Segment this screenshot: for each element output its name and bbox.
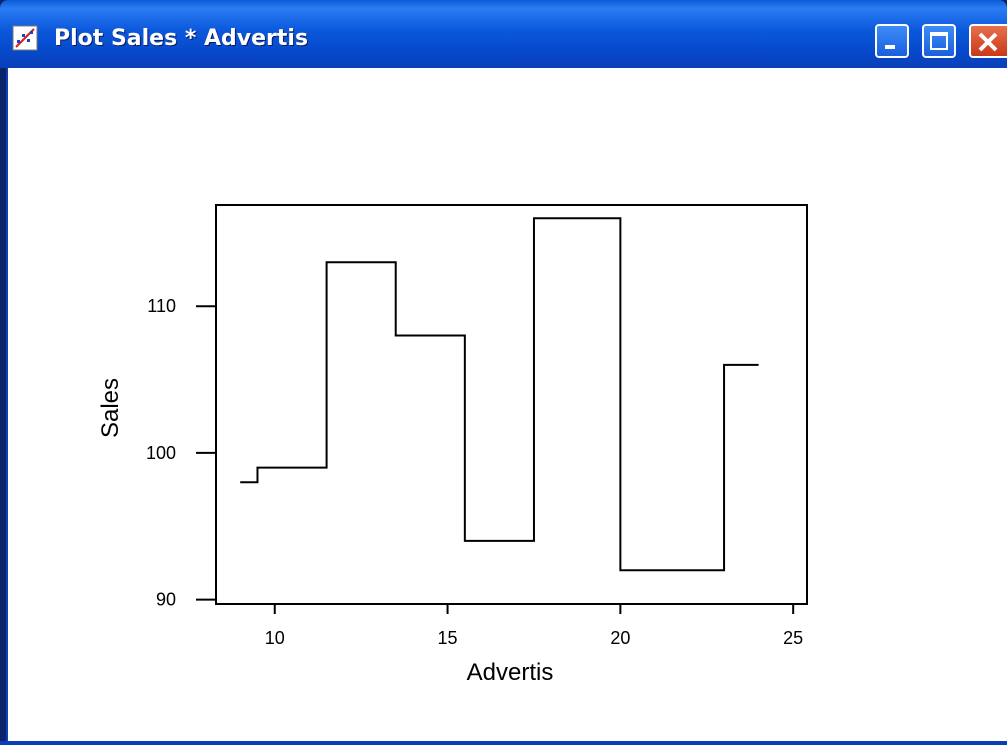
y-tick-label: 90 <box>156 590 176 610</box>
window-bottom-border <box>0 741 1007 745</box>
y-axis-ticks: 90 100 110 <box>146 296 216 610</box>
step-line-series <box>240 217 759 572</box>
close-icon <box>978 32 998 52</box>
y-tick-label: 110 <box>147 296 176 316</box>
window-title: Plot Sales * Advertis <box>54 26 309 51</box>
x-axis-label: Advertis <box>467 659 554 686</box>
x-tick-label: 25 <box>783 628 803 648</box>
minimize-icon <box>885 45 895 49</box>
maximize-button[interactable] <box>922 24 956 58</box>
title-bar[interactable]: Plot Sales * Advertis <box>0 0 1007 68</box>
maximize-icon <box>930 32 948 50</box>
minimize-button[interactable] <box>875 24 909 58</box>
scatter-plot-icon <box>12 25 38 51</box>
x-axis-ticks: 10 15 20 25 <box>265 604 803 648</box>
x-tick-label: 15 <box>438 628 458 648</box>
x-tick-label: 10 <box>265 628 285 648</box>
y-axis-label: Sales <box>97 378 124 438</box>
close-button[interactable] <box>969 24 1007 58</box>
y-tick-label: 100 <box>146 443 176 463</box>
plot-area <box>6 68 1007 745</box>
x-tick-label: 20 <box>610 628 630 648</box>
plot-frame <box>215 204 808 605</box>
